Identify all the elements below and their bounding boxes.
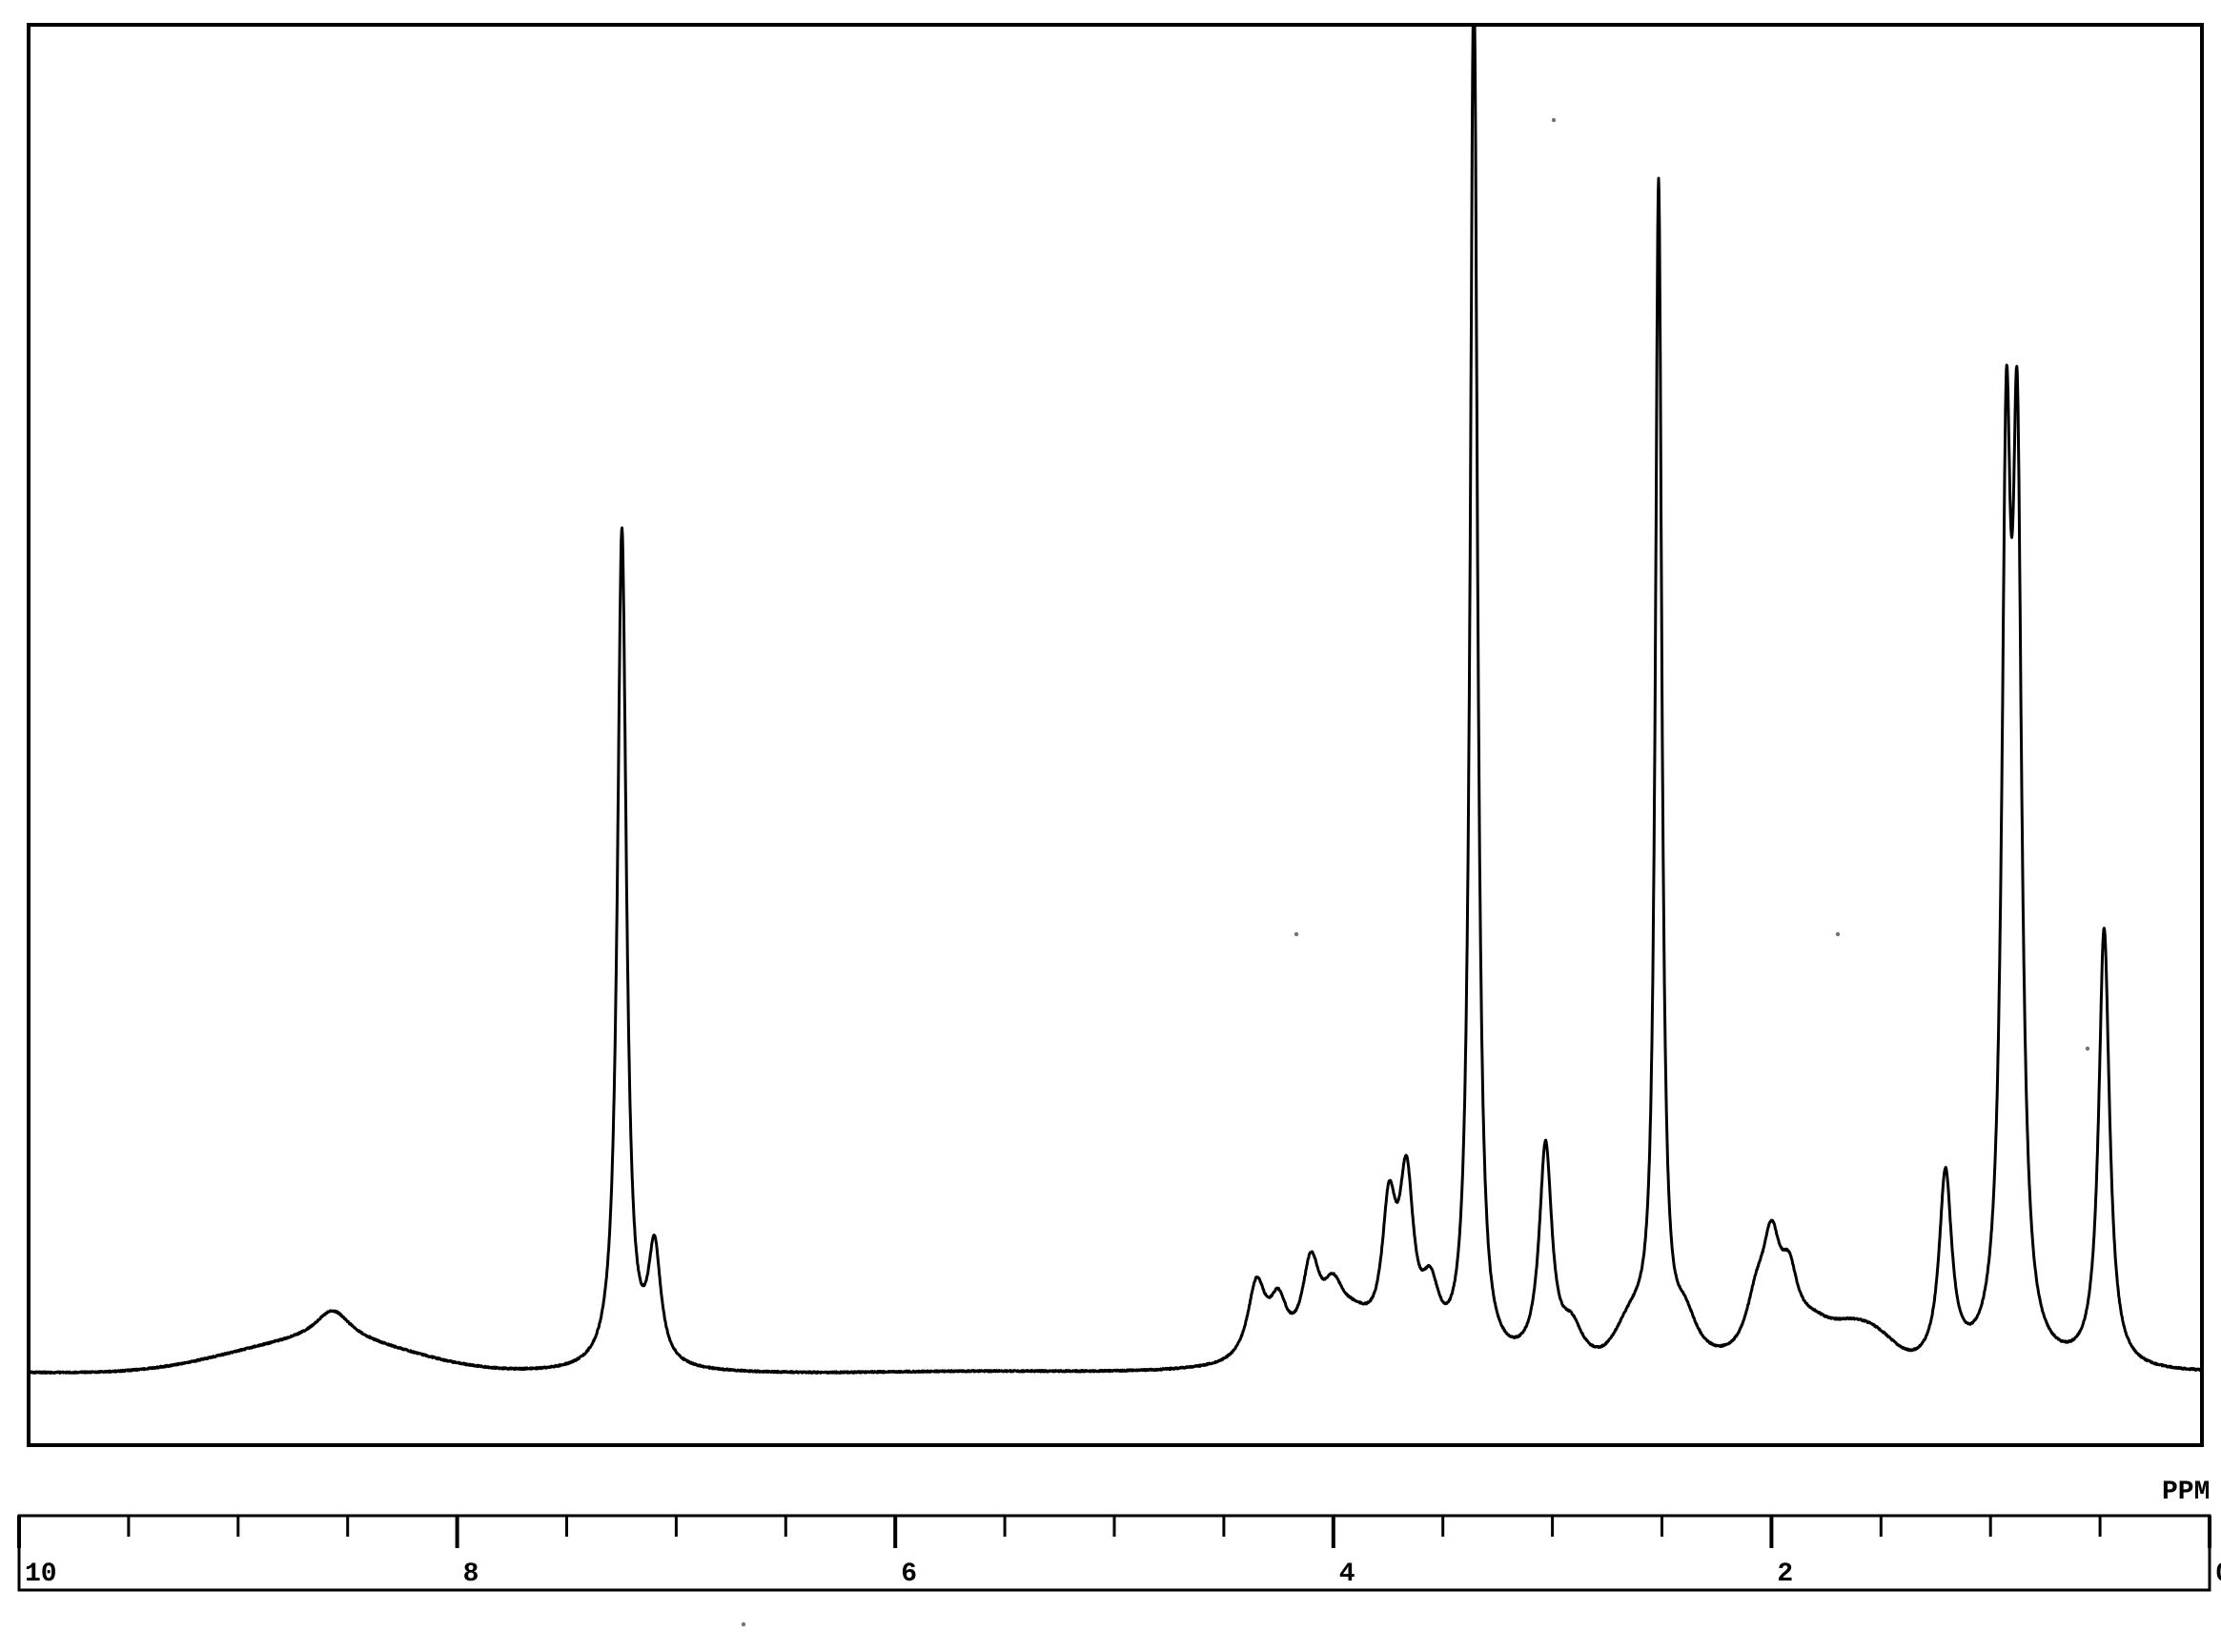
svg-text:6: 6 [901,1560,917,1589]
nmr-spectrum-svg: PPM 10 8 6 4 2 0 [0,0,2221,1652]
svg-text:2: 2 [1777,1560,1793,1589]
svg-text:10: 10 [25,1560,57,1589]
svg-text:PPM: PPM [2162,1478,2210,1507]
svg-text:4: 4 [1339,1560,1355,1589]
svg-text:8: 8 [463,1560,479,1589]
nmr-spectrum-figure: PPM 10 8 6 4 2 0 [0,0,2221,1652]
svg-text:0: 0 [2215,1560,2221,1589]
